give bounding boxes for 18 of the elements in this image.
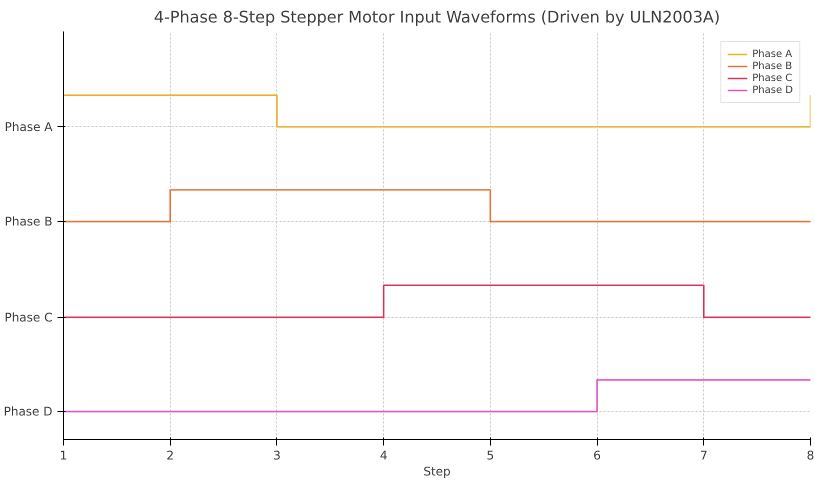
x-tick-label: 8 xyxy=(806,448,814,462)
x-tick-label: 6 xyxy=(593,448,601,462)
x-tick-label: 1 xyxy=(60,448,68,462)
x-tick-label: 4 xyxy=(380,448,388,462)
text: Phase C xyxy=(4,310,53,324)
x-tick-label: 2 xyxy=(166,448,174,462)
chart-title: 4-Phase 8-Step Stepper Motor Input Waveforms (Driven by ULN2003A) xyxy=(154,8,720,26)
legend-label: Phase D xyxy=(752,84,793,96)
text: Phase A xyxy=(4,120,54,134)
text: Phase B xyxy=(4,214,53,229)
x-tick-label: 3 xyxy=(273,448,281,462)
text: Phase D xyxy=(4,404,53,419)
legend-label: Phase C xyxy=(752,72,792,84)
x-tick-label: 7 xyxy=(700,448,708,462)
legend-label: Phase B xyxy=(752,60,792,72)
x-axis-title: Step xyxy=(423,464,451,478)
legend-label: Phase A xyxy=(752,48,792,60)
x-tick-label: 5 xyxy=(486,448,494,462)
